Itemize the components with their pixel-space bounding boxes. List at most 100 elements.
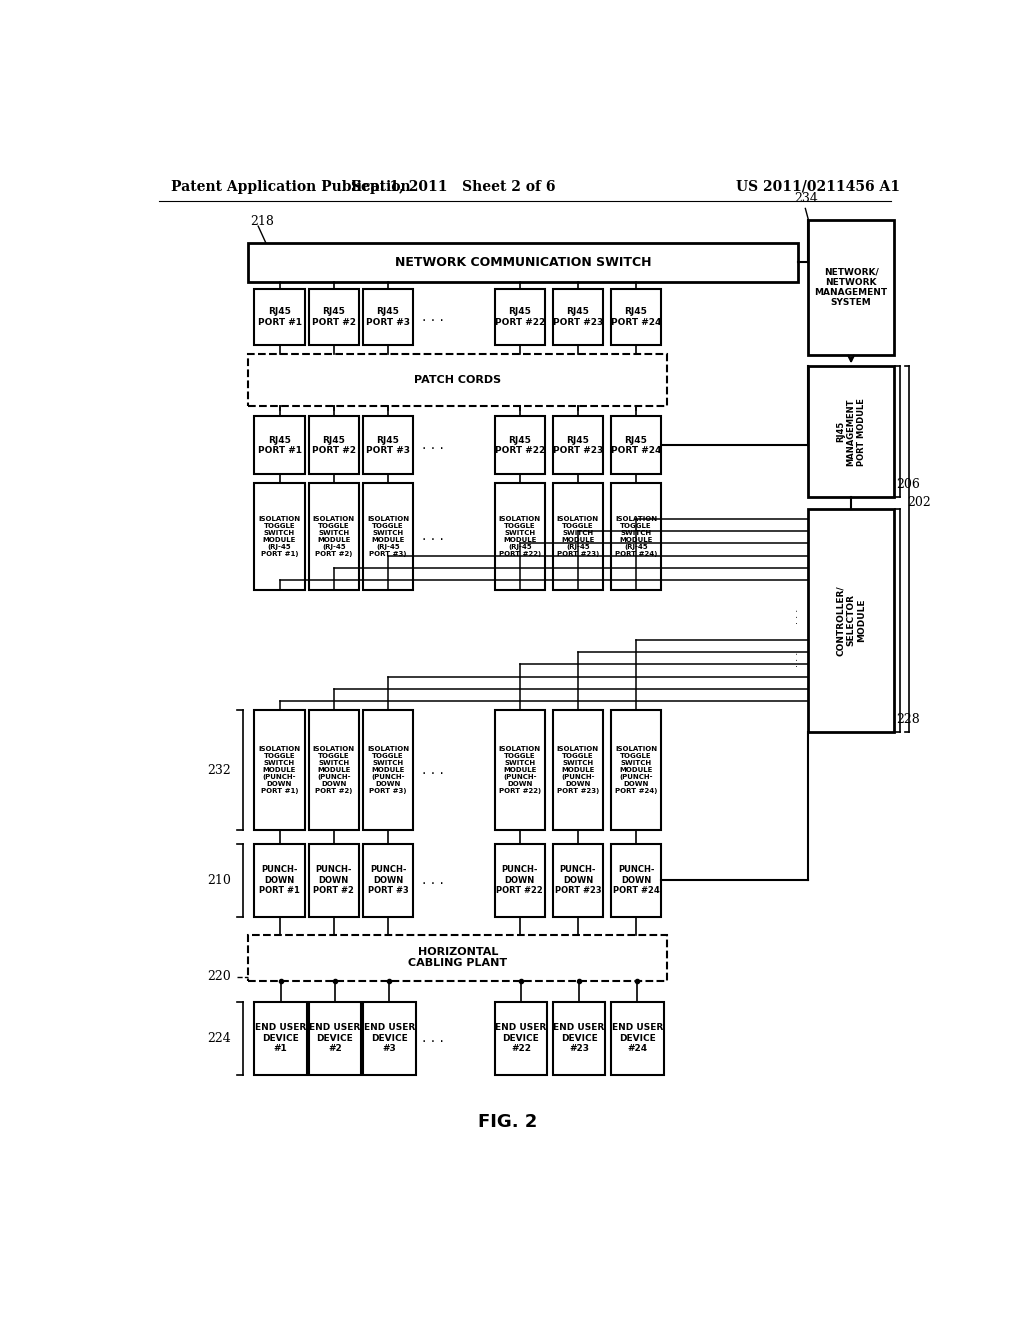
Bar	[362, 289, 414, 345]
Text: END USER
DEVICE
#3: END USER DEVICE #3	[364, 1023, 415, 1053]
Text: PUNCH-
DOWN
PORT #1: PUNCH- DOWN PORT #1	[259, 866, 300, 895]
Bar	[254, 710, 305, 830]
Bar	[809, 220, 894, 355]
Bar	[553, 710, 603, 830]
Text: RJ45
PORT #1: RJ45 PORT #1	[257, 436, 301, 455]
Text: RJ45
PORT #1: RJ45 PORT #1	[257, 308, 301, 327]
Bar	[254, 416, 305, 474]
Text: RJ45
PORT #22: RJ45 PORT #22	[495, 308, 545, 327]
Text: RJ45
MANAGEMENT
PORT MODULE: RJ45 MANAGEMENT PORT MODULE	[837, 397, 866, 466]
Text: RJ45
PORT #24: RJ45 PORT #24	[611, 308, 662, 327]
Bar	[611, 416, 662, 474]
Bar	[308, 416, 359, 474]
Bar	[254, 289, 305, 345]
Bar	[362, 1002, 416, 1074]
Text: . . .: . . .	[422, 763, 443, 777]
Bar	[254, 843, 305, 917]
Text: END USER
DEVICE
#1: END USER DEVICE #1	[255, 1023, 306, 1053]
Bar	[495, 483, 545, 590]
Bar	[254, 1002, 307, 1074]
Bar	[611, 483, 662, 590]
Text: Patent Application Publication: Patent Application Publication	[171, 180, 411, 194]
Bar	[553, 416, 603, 474]
Bar	[308, 1002, 361, 1074]
Text: 232: 232	[207, 764, 231, 776]
Text: RJ45
PORT #3: RJ45 PORT #3	[366, 436, 410, 455]
Bar	[553, 843, 603, 917]
Text: 228: 228	[896, 713, 920, 726]
Text: ISOLATION
TOGGLE
SWITCH
MODULE
(RJ-45
PORT #2): ISOLATION TOGGLE SWITCH MODULE (RJ-45 PO…	[312, 516, 355, 557]
Text: NETWORK/
NETWORK
MANAGEMENT
SYSTEM: NETWORK/ NETWORK MANAGEMENT SYSTEM	[814, 267, 888, 308]
Text: PUNCH-
DOWN
PORT #3: PUNCH- DOWN PORT #3	[368, 866, 409, 895]
Bar	[248, 243, 799, 281]
Bar	[254, 483, 305, 590]
Text: ISOLATION
TOGGLE
SWITCH
MODULE
(PUNCH-
DOWN
PORT #3): ISOLATION TOGGLE SWITCH MODULE (PUNCH- D…	[367, 746, 409, 795]
Bar	[611, 710, 662, 830]
Bar	[611, 1002, 664, 1074]
Bar	[495, 416, 545, 474]
Text: 224: 224	[207, 1032, 231, 1044]
Bar	[495, 843, 545, 917]
Text: ISOLATION
TOGGLE
SWITCH
MODULE
(PUNCH-
DOWN
PORT #1): ISOLATION TOGGLE SWITCH MODULE (PUNCH- D…	[258, 746, 301, 795]
Bar	[809, 508, 894, 733]
Text: . . .: . . .	[422, 1031, 443, 1045]
Bar	[553, 289, 603, 345]
Text: CONTROLLER/
SELECTOR
MODULE: CONTROLLER/ SELECTOR MODULE	[837, 585, 866, 656]
Bar	[553, 483, 603, 590]
Bar	[248, 354, 668, 407]
Bar	[308, 289, 359, 345]
Bar	[553, 1002, 605, 1074]
Text: ISOLATION
TOGGLE
SWITCH
MODULE
(RJ-45
PORT #3): ISOLATION TOGGLE SWITCH MODULE (RJ-45 PO…	[367, 516, 409, 557]
Text: ISOLATION
TOGGLE
SWITCH
MODULE
(PUNCH-
DOWN
PORT #2): ISOLATION TOGGLE SWITCH MODULE (PUNCH- D…	[312, 746, 355, 795]
Text: 206: 206	[896, 478, 920, 491]
Bar	[495, 710, 545, 830]
Bar	[362, 483, 414, 590]
Bar	[611, 289, 662, 345]
Text: . . .: . . .	[422, 874, 443, 887]
Text: . . .: . . .	[790, 609, 800, 624]
Text: FIG. 2: FIG. 2	[478, 1114, 538, 1131]
Text: 234: 234	[795, 191, 818, 205]
Text: . . .: . . .	[422, 310, 443, 323]
Text: 202: 202	[907, 496, 932, 510]
Bar	[308, 710, 359, 830]
Bar	[362, 843, 414, 917]
Text: . . .: . . .	[422, 438, 443, 453]
Text: END USER
DEVICE
#23: END USER DEVICE #23	[553, 1023, 605, 1053]
Text: RJ45
PORT #2: RJ45 PORT #2	[311, 436, 355, 455]
Text: END USER
DEVICE
#22: END USER DEVICE #22	[496, 1023, 547, 1053]
Text: RJ45
PORT #23: RJ45 PORT #23	[553, 308, 603, 327]
Text: RJ45
PORT #24: RJ45 PORT #24	[611, 436, 662, 455]
Text: END USER
DEVICE
#24: END USER DEVICE #24	[611, 1023, 663, 1053]
Text: PATCH CORDS: PATCH CORDS	[414, 375, 502, 385]
Text: PUNCH-
DOWN
PORT #2: PUNCH- DOWN PORT #2	[313, 866, 354, 895]
Text: ISOLATION
TOGGLE
SWITCH
MODULE
(PUNCH-
DOWN
PORT #22): ISOLATION TOGGLE SWITCH MODULE (PUNCH- D…	[499, 746, 541, 795]
Text: . . .: . . .	[790, 651, 800, 667]
Bar	[611, 843, 662, 917]
Text: . . .: . . .	[422, 529, 443, 544]
Text: ISOLATION
TOGGLE
SWITCH
MODULE
(PUNCH-
DOWN
PORT #24): ISOLATION TOGGLE SWITCH MODULE (PUNCH- D…	[614, 746, 657, 795]
Text: RJ45
PORT #23: RJ45 PORT #23	[553, 436, 603, 455]
Text: RJ45
PORT #22: RJ45 PORT #22	[495, 436, 545, 455]
Bar	[495, 1002, 547, 1074]
Bar	[308, 843, 359, 917]
Text: 210: 210	[207, 874, 231, 887]
Text: ISOLATION
TOGGLE
SWITCH
MODULE
(RJ-45
PORT #22): ISOLATION TOGGLE SWITCH MODULE (RJ-45 PO…	[499, 516, 541, 557]
Bar	[809, 367, 894, 498]
Text: ISOLATION
TOGGLE
SWITCH
MODULE
(RJ-45
PORT #24): ISOLATION TOGGLE SWITCH MODULE (RJ-45 PO…	[614, 516, 657, 557]
Text: ISOLATION
TOGGLE
SWITCH
MODULE
(PUNCH-
DOWN
PORT #23): ISOLATION TOGGLE SWITCH MODULE (PUNCH- D…	[557, 746, 599, 795]
Text: 218: 218	[251, 215, 274, 228]
Bar	[495, 289, 545, 345]
Text: PUNCH-
DOWN
PORT #23: PUNCH- DOWN PORT #23	[555, 866, 601, 895]
Text: END USER
DEVICE
#2: END USER DEVICE #2	[309, 1023, 360, 1053]
Text: US 2011/0211456 A1: US 2011/0211456 A1	[736, 180, 900, 194]
Text: 220: 220	[207, 970, 231, 983]
Text: HORIZONTAL
CABLING PLANT: HORIZONTAL CABLING PLANT	[409, 946, 507, 969]
Text: PUNCH-
DOWN
PORT #22: PUNCH- DOWN PORT #22	[497, 866, 543, 895]
Text: RJ45
PORT #3: RJ45 PORT #3	[366, 308, 410, 327]
Text: ISOLATION
TOGGLE
SWITCH
MODULE
(RJ-45
PORT #1): ISOLATION TOGGLE SWITCH MODULE (RJ-45 PO…	[258, 516, 301, 557]
Bar	[308, 483, 359, 590]
Text: NETWORK COMMUNICATION SWITCH: NETWORK COMMUNICATION SWITCH	[395, 256, 651, 269]
Bar	[248, 935, 668, 981]
Text: RJ45
PORT #2: RJ45 PORT #2	[311, 308, 355, 327]
